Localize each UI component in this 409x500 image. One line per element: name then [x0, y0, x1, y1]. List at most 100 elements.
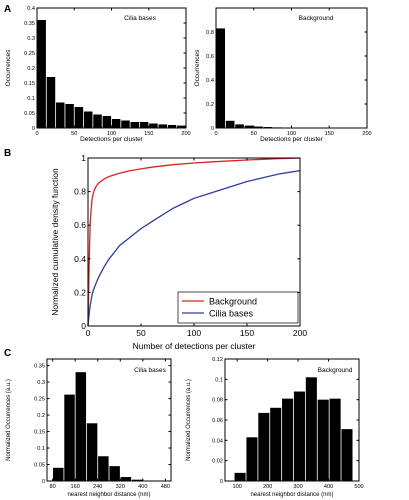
x-tick-label: 0 [214, 131, 217, 137]
x-tick-label: 100 [287, 131, 296, 137]
bar [53, 467, 64, 481]
y-tick-label: 0.05 [34, 462, 45, 468]
bar [293, 391, 305, 481]
bar [65, 104, 74, 128]
y-tick-label: 0.1 [37, 446, 45, 452]
bar [86, 423, 98, 481]
y-tick-label: 0.8 [206, 30, 214, 36]
x-axis-label: Number of detections per cluster [133, 341, 256, 351]
bar [56, 102, 65, 128]
axes-frame [215, 7, 368, 129]
bar [121, 120, 130, 128]
axes-frame [46, 358, 172, 482]
y-axis-label: Normalized Occurrences (a.u.) [6, 379, 12, 461]
y-tick-label: 0.08 [212, 398, 223, 404]
x-tick-label: 200 [362, 131, 371, 137]
x-tick-label: 300 [293, 484, 302, 490]
bar [341, 429, 353, 481]
bar [74, 107, 84, 128]
x-tick-label: 150 [240, 328, 254, 338]
y-tick-label: 0.12 [212, 357, 223, 363]
y-tick-label: 1 [81, 153, 86, 163]
panel-label-c: C [4, 348, 11, 359]
x-tick-label: 200 [263, 484, 272, 490]
series-line-background [87, 157, 301, 327]
bar [111, 119, 121, 128]
x-tick-label: 0 [86, 328, 91, 338]
x-axis-label: nearest neighbor distance (nm) [250, 492, 333, 498]
bar [102, 116, 112, 128]
y-tick-label: 0 [81, 321, 86, 331]
y-tick-label: 0.1 [27, 96, 35, 102]
y-tick-label: 0.6 [206, 54, 214, 60]
y-tick-label: 0.3 [37, 380, 45, 386]
bar [254, 126, 263, 128]
panel-label-a: A [4, 4, 11, 15]
bar [329, 398, 341, 481]
bar [225, 120, 235, 128]
y-tick-label: 0 [32, 126, 35, 132]
y-tick-label: 0.15 [34, 430, 45, 436]
y-tick-label: 0.05 [24, 111, 35, 117]
bar [131, 479, 143, 481]
legend-label: Cilia bases [209, 309, 254, 319]
bar [46, 77, 56, 128]
bar [139, 122, 149, 128]
bar [158, 124, 167, 128]
y-tick-label: 0.2 [74, 287, 86, 297]
bar [149, 123, 158, 128]
y-axis-label: Normalized Occurrences (a.u.) [186, 379, 192, 461]
bar [216, 28, 226, 128]
x-axis-label: Detections per cluster [260, 136, 324, 143]
chart-a2: 0 50 100 150 200 0 0.2 0.4 0.6 0.8 Detections per … [194, 7, 372, 143]
bar [234, 472, 246, 481]
y-tick-label: 0.15 [24, 81, 35, 87]
y-tick-label: 0.06 [212, 418, 223, 424]
bar [109, 466, 120, 481]
x-tick-label: 100 [107, 131, 116, 137]
y-tick-label: 0.02 [212, 459, 223, 465]
bar [270, 407, 282, 481]
x-tick-label: 400 [138, 484, 147, 490]
y-axis-label: Normalized cumulative density function [50, 168, 60, 316]
bar [98, 456, 109, 481]
y-axis-label: Occurrences [5, 49, 12, 87]
bar [244, 125, 254, 128]
y-tick-label: 0.35 [34, 364, 45, 370]
chart-c2: 100 200 300 400 500 0 0.02 0.04 0.06 0.08 0.1 0.12 n… [186, 357, 364, 498]
bar [120, 477, 132, 481]
x-axis-label: Detections per cluster [80, 136, 144, 143]
y-tick-label: 0.4 [27, 6, 35, 12]
x-tick-label: 150 [325, 131, 334, 137]
x-tick-label: 200 [181, 131, 190, 137]
y-tick-label: 0.4 [74, 254, 86, 264]
x-tick-label: 50 [136, 328, 146, 338]
y-axis-label: Occurrences [194, 49, 201, 87]
bar [235, 124, 244, 128]
bar [64, 394, 75, 481]
y-tick-label: 0.2 [206, 102, 214, 108]
x-tick-label: 80 [50, 484, 56, 490]
bar [246, 437, 258, 481]
y-tick-label: 0.25 [24, 51, 35, 57]
plot-annotation: Background [299, 15, 334, 22]
y-tick-label: 0 [211, 126, 214, 132]
x-tick-label: 50 [71, 131, 77, 137]
y-tick-label: 0 [220, 479, 223, 485]
bar [305, 377, 317, 481]
y-tick-label: 0.04 [212, 438, 223, 444]
bar [75, 372, 87, 481]
chart-c1: 80 160 240 320 400 480 0 0.05 0.1 0.15 0.2 0.25 0.3 0… [6, 358, 172, 498]
x-tick-label: 500 [354, 484, 363, 490]
chart-b: Background Cilia bases 0 50 100 150 200 0 0.2 0.4… [50, 153, 307, 351]
plot-annotation: Cilia bases [134, 367, 167, 374]
y-tick-label: 0 [42, 479, 45, 485]
plot-annotation: Background [318, 367, 353, 374]
x-tick-label: 150 [144, 131, 153, 137]
y-tick-label: 0.2 [27, 66, 35, 72]
y-tick-label: 0.8 [74, 187, 86, 197]
x-tick-label: 160 [71, 484, 80, 490]
legend-label: Background [209, 297, 257, 307]
series-line-cilia-bases [87, 169, 301, 327]
